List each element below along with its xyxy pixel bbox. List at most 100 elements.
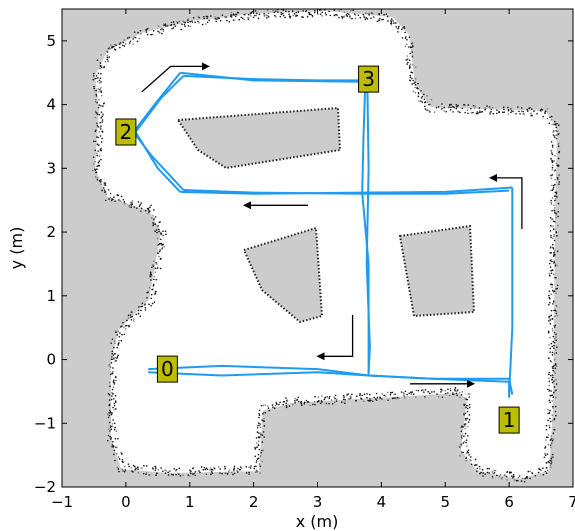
scan-point xyxy=(249,15,252,17)
scan-point xyxy=(128,204,130,207)
scan-point xyxy=(390,23,393,26)
scan-point xyxy=(547,331,550,334)
scan-point xyxy=(551,330,554,332)
scan-point xyxy=(360,397,362,399)
scan-point xyxy=(201,23,204,26)
scan-point xyxy=(553,209,556,212)
scan-point xyxy=(373,396,375,399)
scan-point xyxy=(103,189,106,191)
scan-point xyxy=(460,425,463,427)
scan-point xyxy=(426,101,428,104)
scan-point xyxy=(465,404,468,407)
scan-point xyxy=(154,292,157,295)
scan-point xyxy=(155,278,158,281)
scan-point xyxy=(340,401,343,403)
scan-point xyxy=(111,372,114,375)
scan-point xyxy=(321,11,324,14)
scan-point xyxy=(463,104,465,106)
scan-point xyxy=(412,79,414,82)
scan-point xyxy=(198,16,200,19)
scan-point xyxy=(111,425,113,428)
scan-point xyxy=(241,17,244,20)
scan-point xyxy=(552,347,555,349)
scan-point xyxy=(293,13,296,15)
scan-point xyxy=(411,56,414,58)
scan-point xyxy=(482,472,484,474)
scan-point xyxy=(334,394,337,397)
scan-point xyxy=(152,260,155,263)
scan-point xyxy=(142,472,145,475)
scan-point xyxy=(552,396,555,399)
scan-point xyxy=(468,454,470,456)
scan-point xyxy=(498,475,501,478)
scan-point xyxy=(551,123,553,126)
scan-point xyxy=(109,435,111,438)
scan-point xyxy=(113,379,115,382)
scan-point xyxy=(459,111,461,114)
scan-point xyxy=(478,107,481,109)
x-tick-label: 5 xyxy=(440,493,450,511)
scan-point xyxy=(261,441,264,443)
scan-point xyxy=(317,396,320,398)
scan-point xyxy=(128,206,131,208)
scan-point xyxy=(522,110,524,113)
scan-point xyxy=(552,255,555,257)
scan-point xyxy=(552,335,555,338)
scan-point xyxy=(216,17,219,19)
scan-point xyxy=(345,14,348,16)
scan-point xyxy=(97,165,99,167)
scan-point xyxy=(446,392,449,395)
scan-point xyxy=(365,17,368,19)
scan-point xyxy=(96,136,98,138)
scan-point xyxy=(175,473,177,476)
scan-point xyxy=(280,13,283,16)
scan-point xyxy=(119,326,122,328)
scan-point xyxy=(228,469,231,472)
scan-point xyxy=(112,386,115,389)
scan-point xyxy=(278,403,280,406)
scan-point xyxy=(137,309,140,312)
scan-point xyxy=(557,215,559,218)
scan-point xyxy=(200,466,203,468)
scan-point xyxy=(96,178,99,181)
scan-point xyxy=(108,399,111,401)
scan-point xyxy=(335,14,337,16)
scan-point xyxy=(403,394,405,396)
scan-point xyxy=(549,336,551,339)
scan-point xyxy=(162,23,165,25)
scan-point xyxy=(122,198,125,201)
scan-point xyxy=(152,30,155,32)
scan-point xyxy=(544,447,546,449)
scan-point xyxy=(441,107,444,110)
scan-point xyxy=(441,103,443,105)
scan-point xyxy=(108,56,111,58)
scan-point xyxy=(95,171,97,174)
scan-point xyxy=(549,394,552,397)
scan-point xyxy=(153,275,156,278)
scan-point xyxy=(547,320,550,322)
scan-point xyxy=(255,14,258,17)
scan-point xyxy=(552,432,555,434)
scan-point xyxy=(119,46,121,49)
scan-point xyxy=(122,470,124,472)
scan-point xyxy=(189,471,192,474)
scan-point xyxy=(255,437,258,439)
scan-point xyxy=(96,168,98,171)
scan-point xyxy=(94,90,96,92)
scan-point xyxy=(154,216,157,218)
scan-point xyxy=(550,457,553,460)
scan-point xyxy=(465,406,467,409)
scan-point xyxy=(402,391,405,394)
scan-point xyxy=(187,474,190,476)
scan-point xyxy=(365,12,367,14)
scan-point xyxy=(552,184,555,187)
scan-point xyxy=(147,209,150,211)
scan-point xyxy=(409,52,412,55)
scan-point xyxy=(518,475,521,477)
scan-point xyxy=(464,432,467,435)
scan-point xyxy=(148,286,151,289)
scan-point xyxy=(551,400,554,402)
scan-point xyxy=(314,396,316,398)
scan-point xyxy=(537,471,540,474)
direction-arrow xyxy=(489,173,523,229)
